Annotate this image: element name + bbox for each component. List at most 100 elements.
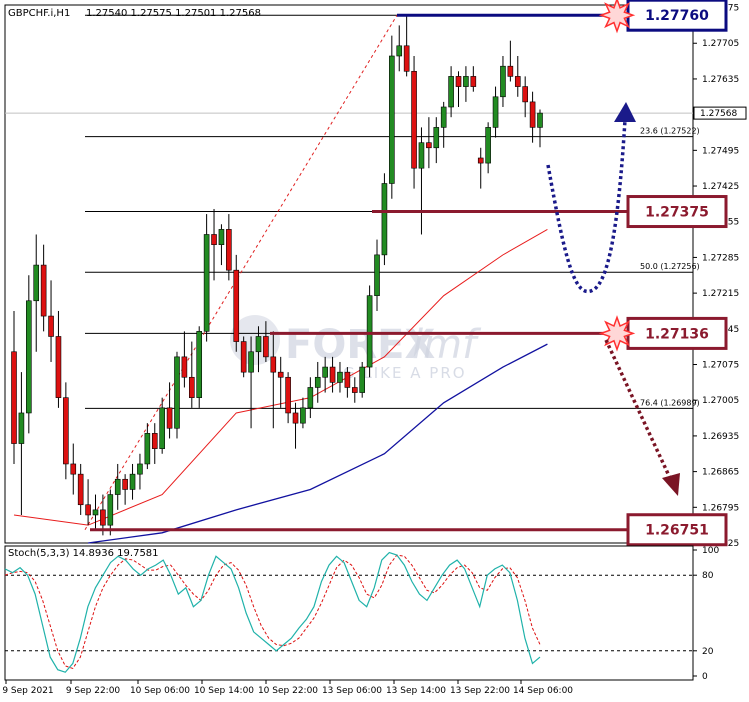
candle-body-bull [300, 407, 306, 424]
candle [166, 382, 173, 439]
candle [389, 35, 395, 199]
candle [366, 285, 373, 378]
candle-body-bear [470, 76, 477, 87]
candle [485, 122, 491, 174]
candle-body-bear [514, 76, 521, 87]
candle-body-bear [40, 264, 47, 317]
y-tick-label: 1.27425 [702, 182, 739, 192]
candle [233, 254, 240, 352]
candle-body-bear [85, 504, 91, 516]
current-price-label: 1.27568 [700, 109, 737, 119]
level-label: 1.27760 [645, 8, 709, 24]
candle-body-bear [270, 356, 277, 373]
x-tick-label: 13 Sep 14:00 [386, 686, 446, 696]
candle [248, 336, 254, 429]
x-tick-label: 14 Sep 06:00 [513, 686, 573, 696]
candle [107, 489, 114, 536]
candle [137, 453, 143, 490]
stoch-tick-label: 100 [702, 546, 719, 556]
candle-body-bull [107, 494, 114, 526]
candle [314, 361, 321, 403]
candle-body-bull [174, 356, 180, 429]
candle [477, 147, 484, 189]
candle [63, 382, 69, 480]
candle-body-bull [129, 473, 136, 490]
candle [329, 356, 336, 393]
main-frame [4, 4, 694, 544]
alert-burst-icon [598, 315, 636, 352]
candle-body-bear [166, 407, 173, 429]
candle-body-bull [463, 76, 469, 87]
candle-body-bear [181, 356, 188, 378]
candle-body-bull [203, 234, 210, 332]
candle-body-bear [411, 70, 417, 169]
candle-body-bull [114, 478, 121, 495]
candle-body-bear [211, 234, 217, 245]
chart-ohlc-label: 1.27540 1.27575 1.27501 1.27568 [86, 8, 261, 19]
candle [277, 356, 284, 408]
candle-body-bear [100, 509, 106, 526]
candle-body-bull [196, 331, 203, 398]
candle [159, 397, 165, 454]
candle [33, 234, 40, 352]
candle-body-bull [359, 366, 365, 393]
candle-body-bull [396, 45, 403, 57]
candle [537, 109, 543, 148]
candle [11, 310, 17, 464]
stoch-signal-line [4, 554, 541, 670]
candle [85, 479, 91, 526]
candle-body-bear [292, 412, 299, 424]
projection-up-arrowhead-icon [614, 102, 636, 122]
candle-body-bear [477, 157, 484, 164]
candle-body-bull [26, 300, 32, 414]
fib-level-label: 23.6 (1.27522) [640, 127, 700, 136]
candle-body-bear [233, 269, 240, 342]
y-tick-label: 1.27005 [702, 396, 739, 406]
candle [492, 86, 499, 138]
projection-up-path [546, 119, 627, 294]
stoch-label: Stoch(5,3,3) 14.8936 19.7581 [8, 548, 159, 559]
candle-body-bull [485, 127, 491, 164]
candle [203, 214, 210, 342]
candle [433, 117, 440, 164]
candle [381, 173, 388, 266]
candle [463, 66, 469, 102]
y-tick-label: 1.26935 [702, 432, 739, 442]
candle-body-bear [77, 473, 84, 506]
candle [189, 341, 195, 408]
candle [507, 40, 514, 82]
candle-body-bull [433, 127, 440, 149]
candle [218, 224, 225, 266]
stoch-tick-label: 80 [702, 571, 714, 581]
candle-body-bull [448, 76, 454, 108]
candle-body-bear [351, 387, 358, 393]
candle [359, 361, 365, 398]
candle-body-bear [403, 45, 410, 72]
candle-body-bull [418, 142, 425, 169]
candle [77, 463, 84, 515]
candle-body-bear [122, 478, 128, 490]
candle-body-bear [329, 366, 336, 383]
candle-body-bull [255, 336, 262, 353]
watermark-tagline: G LIKE A PRO [343, 364, 467, 382]
candle-body-bull [92, 509, 99, 516]
candle [374, 239, 380, 311]
watermark-brand-suffix: imf [412, 322, 482, 368]
candle-body-bear [240, 341, 247, 373]
candle [470, 66, 477, 92]
candle [263, 321, 269, 362]
candle-body-bear [277, 371, 284, 378]
y-tick-label: 1.27635 [702, 75, 739, 85]
candle [418, 127, 425, 235]
candle [529, 91, 536, 143]
stoch-tick-label: 20 [702, 647, 714, 657]
candle [514, 55, 521, 97]
candle-body-bear [529, 101, 536, 128]
candle [351, 377, 358, 403]
candle-body-bear [426, 142, 432, 149]
candle [181, 331, 188, 388]
candle-body-bull [314, 376, 321, 388]
stoch-main-line [4, 551, 541, 673]
